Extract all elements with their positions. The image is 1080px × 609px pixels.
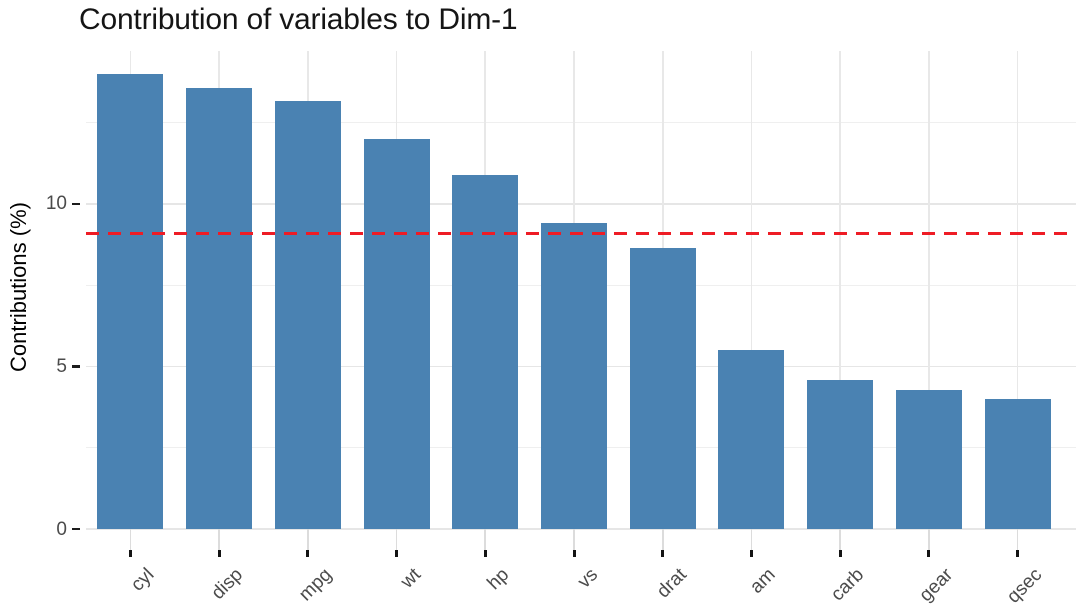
bar-qsec xyxy=(984,398,1051,529)
bar-cyl xyxy=(97,74,164,529)
y-axis-title: Contributions (%) xyxy=(6,202,31,372)
gridline-major xyxy=(86,528,1076,530)
y-axis-tick-label: 0 xyxy=(56,518,67,540)
y-axis-tick xyxy=(72,527,80,531)
x-axis-tick xyxy=(306,550,310,557)
reference-dashed-line xyxy=(86,231,1076,235)
bar-hp xyxy=(452,174,519,529)
bar-am xyxy=(718,349,785,529)
x-axis-label-wt: wt xyxy=(396,564,425,593)
x-axis-label-cyl: cyl xyxy=(127,564,159,596)
bar-disp xyxy=(186,88,253,529)
x-axis-tick xyxy=(395,550,399,557)
bar-gear xyxy=(895,389,962,529)
x-axis-tick xyxy=(749,550,753,557)
x-axis-label-carb: carb xyxy=(827,564,869,606)
x-axis-tick-stub xyxy=(839,529,841,550)
x-axis-label-mpg: mpg xyxy=(294,564,336,606)
x-axis-tick xyxy=(838,550,842,557)
gridline-vertical xyxy=(750,51,753,529)
x-axis-tick-stub xyxy=(750,529,753,550)
gridline-vertical xyxy=(1016,51,1019,529)
x-axis-label-disp: disp xyxy=(207,564,248,604)
bar-wt xyxy=(363,139,430,529)
x-axis-tick xyxy=(128,550,132,557)
x-axis-tick-stub xyxy=(129,529,132,550)
gridline-major xyxy=(86,203,1076,205)
x-axis-label-hp: hp xyxy=(483,564,514,595)
x-axis-tick-stub xyxy=(218,529,220,550)
bar-mpg xyxy=(274,101,341,529)
x-axis-label-vs: vs xyxy=(573,564,603,593)
x-axis-label-qsec: qsec xyxy=(1002,564,1046,608)
x-axis-label-drat: drat xyxy=(652,564,691,603)
y-axis-tick-label: 5 xyxy=(56,355,67,377)
x-axis-tick xyxy=(572,550,576,557)
x-axis-tick xyxy=(217,550,221,557)
x-axis-tick xyxy=(927,550,931,557)
plot-panel xyxy=(86,51,1076,530)
x-axis-tick-stub xyxy=(1016,529,1019,550)
y-axis-tick xyxy=(72,365,80,368)
x-axis-label-gear: gear xyxy=(915,564,958,607)
x-axis-tick-stub xyxy=(573,529,575,550)
x-axis-label-am: am xyxy=(746,564,780,598)
chart-title: Contribution of variables to Dim-1 xyxy=(79,3,518,36)
x-axis-tick-stub xyxy=(928,529,930,550)
x-axis-tick xyxy=(483,550,487,557)
gridline-minor xyxy=(86,122,1076,124)
x-axis-tick-stub xyxy=(395,529,398,550)
y-axis-tick-label: 10 xyxy=(45,193,67,215)
x-axis-tick xyxy=(661,550,665,557)
y-axis-tick xyxy=(72,202,80,206)
gridline-vertical xyxy=(839,51,842,529)
x-axis-tick-stub xyxy=(484,529,487,550)
bar-carb xyxy=(807,380,874,529)
x-axis-tick xyxy=(1016,550,1020,557)
x-axis-tick-stub xyxy=(661,529,664,550)
bar-vs xyxy=(541,223,607,529)
x-axis-tick-stub xyxy=(307,529,309,550)
gridline-vertical xyxy=(928,51,930,529)
bar-drat xyxy=(629,247,696,529)
